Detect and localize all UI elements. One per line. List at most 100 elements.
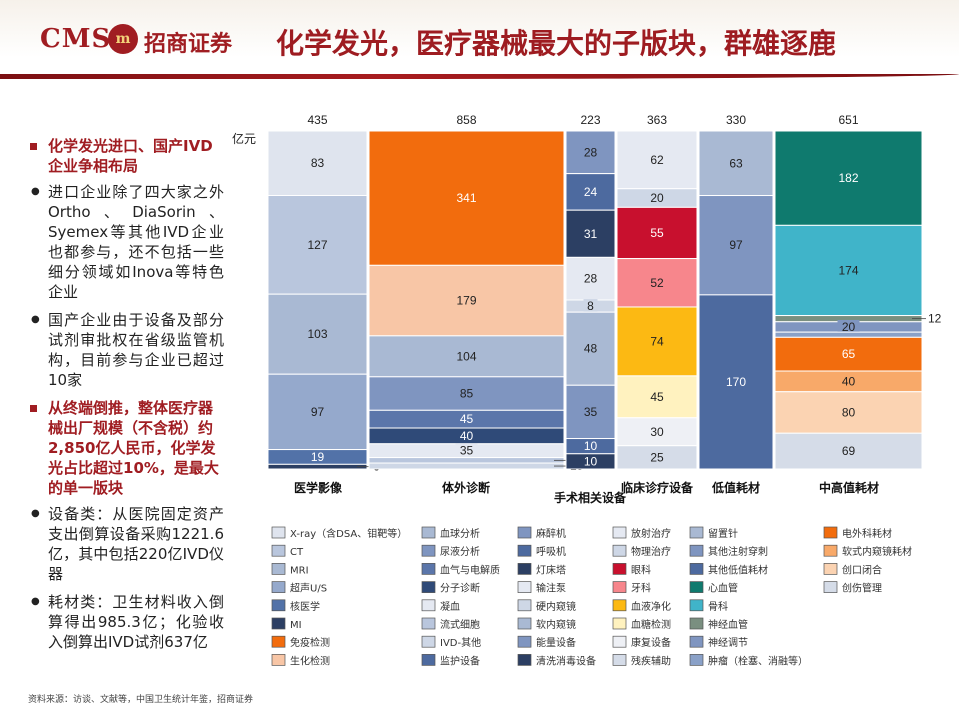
- legend-entry: 康复设备: [631, 636, 671, 649]
- key-point-heading: 化学发光进口、国产IVD企业争相布局: [28, 136, 224, 176]
- segment-value-label: 19: [311, 450, 325, 464]
- legend-entry: 其他低值耗材: [708, 563, 768, 576]
- bar-segment: [774, 336, 923, 372]
- legend-swatch: [689, 544, 704, 557]
- legend-entry: 麻醉机: [536, 527, 566, 540]
- bar-segment: [267, 194, 368, 295]
- legend-swatch: [517, 635, 532, 648]
- segment-label-bg: [837, 319, 860, 334]
- legend-swatch: [271, 599, 286, 612]
- segment-value-label: 97: [729, 238, 743, 252]
- bar-segment: [565, 256, 616, 301]
- column-total-label: 363: [647, 113, 667, 127]
- brand-logo: CMS m 招商证券: [40, 20, 250, 60]
- segment-value-label: 40: [842, 374, 856, 388]
- legend-swatch: [271, 635, 286, 648]
- segment-label-bg: [455, 443, 478, 458]
- bar-segment: [774, 224, 923, 317]
- logo-company-name: 招商证券: [144, 31, 233, 57]
- legend-swatch: [689, 599, 704, 612]
- legend-entry: 软式内窥镜耗材: [842, 545, 912, 558]
- bar-segment: [616, 417, 698, 447]
- segment-value-label: 83: [311, 156, 325, 170]
- legend-entry: MI: [290, 620, 302, 631]
- bar-segment: [368, 335, 565, 378]
- column-category-label: 低值耗材: [711, 480, 760, 495]
- legend-swatch: [517, 599, 532, 612]
- column-category-label: 中高值耗材: [819, 480, 879, 495]
- legend-swatch: [689, 617, 704, 630]
- segment-value-label: 52: [650, 276, 664, 290]
- bar-segment: [774, 331, 923, 338]
- legend-swatch: [517, 617, 532, 630]
- legend-entry: 血球分析: [440, 527, 480, 540]
- segment-value-label: 97: [311, 405, 325, 419]
- legend-entry: 创伤管理: [842, 582, 882, 595]
- segment-value-label: 8: [587, 299, 594, 313]
- legend-entry: 血液净化: [631, 600, 671, 613]
- logo-cms-text: CMS: [40, 24, 112, 54]
- legend-swatch: [823, 526, 838, 539]
- legend-entry: 免疫检测: [290, 636, 330, 649]
- legend-entry: 神经血管: [708, 618, 748, 631]
- bar-segment: [616, 130, 698, 190]
- source-note: 资料来源：访谈、文献等，中国卫生统计年鉴，招商证券: [28, 695, 254, 705]
- column-category-label: 医学影像: [294, 480, 343, 495]
- bar-segment: [565, 173, 616, 211]
- legend-swatch: [689, 581, 704, 593]
- header-divider: [0, 74, 959, 79]
- legend-entry: 创口闭合: [842, 563, 882, 576]
- legend-entry: 放射治疗: [631, 527, 671, 540]
- segment-value-label: 182: [838, 171, 858, 185]
- legend-entry: 凝血: [440, 600, 460, 613]
- legend-entry: 肿瘤（栓塞、消融等）: [708, 654, 808, 667]
- bar-segment: [368, 462, 565, 470]
- bar-segment: [698, 294, 774, 470]
- column-category-label: 体外诊断: [442, 480, 490, 495]
- legend-swatch: [271, 526, 286, 539]
- legend-entry: MRI: [290, 565, 309, 576]
- segment-value-label: 69: [842, 444, 856, 458]
- legend-entry: 留置针: [708, 527, 738, 540]
- bar-segment: [565, 453, 616, 470]
- segment-value-label: 104: [456, 349, 476, 363]
- legend-swatch: [271, 617, 286, 630]
- legend-entry: 神经调节: [708, 636, 748, 649]
- legend-swatch: [421, 563, 436, 575]
- legend-entry: 生化检测: [290, 654, 330, 667]
- segment-value-label: 35: [460, 444, 474, 458]
- column-category-label: 临床诊疗设备: [621, 480, 694, 495]
- legend-entry: 输注泵: [536, 582, 566, 595]
- bar-segment: [698, 130, 774, 197]
- column-total-label: 330: [726, 113, 746, 127]
- legend-swatch: [421, 544, 436, 557]
- legend-swatch: [823, 544, 838, 557]
- segment-value-label: 20: [650, 191, 664, 205]
- legend-entry: 分子诊断: [440, 582, 480, 595]
- bar-segment: [565, 130, 616, 175]
- legend-entry: X-ray（含DSA、钼靶等）: [290, 527, 407, 540]
- column-total-label: 651: [838, 113, 858, 127]
- segment-value-label: 25: [650, 450, 664, 464]
- legend-swatch: [612, 599, 627, 612]
- segment-value-label: 55: [650, 226, 664, 240]
- segment-value-label: 179: [456, 294, 476, 308]
- page-title: 化学发光，医疗器械最大的子版块，群雄逐鹿: [276, 27, 837, 60]
- bar-segment: [267, 130, 368, 196]
- bar-segment: [267, 293, 368, 375]
- bar-segment: [267, 463, 368, 470]
- segment-value-label: 28: [584, 145, 598, 159]
- column-total-label: 223: [580, 113, 600, 127]
- legend-swatch: [612, 563, 627, 575]
- legend-entry: 软内窥镜: [536, 618, 576, 631]
- segment-value-label: 20: [842, 320, 856, 334]
- bar-segment: [368, 457, 565, 464]
- bar-segment: [698, 195, 774, 296]
- bar-segment: [368, 376, 565, 411]
- segment-label-bg: [583, 299, 598, 314]
- legend-entry: 其他注射穿刺: [708, 545, 768, 558]
- segment-value-label: 10: [584, 454, 598, 468]
- legend-entry: 物理治疗: [631, 545, 671, 558]
- segment-value-label: 174: [838, 263, 858, 277]
